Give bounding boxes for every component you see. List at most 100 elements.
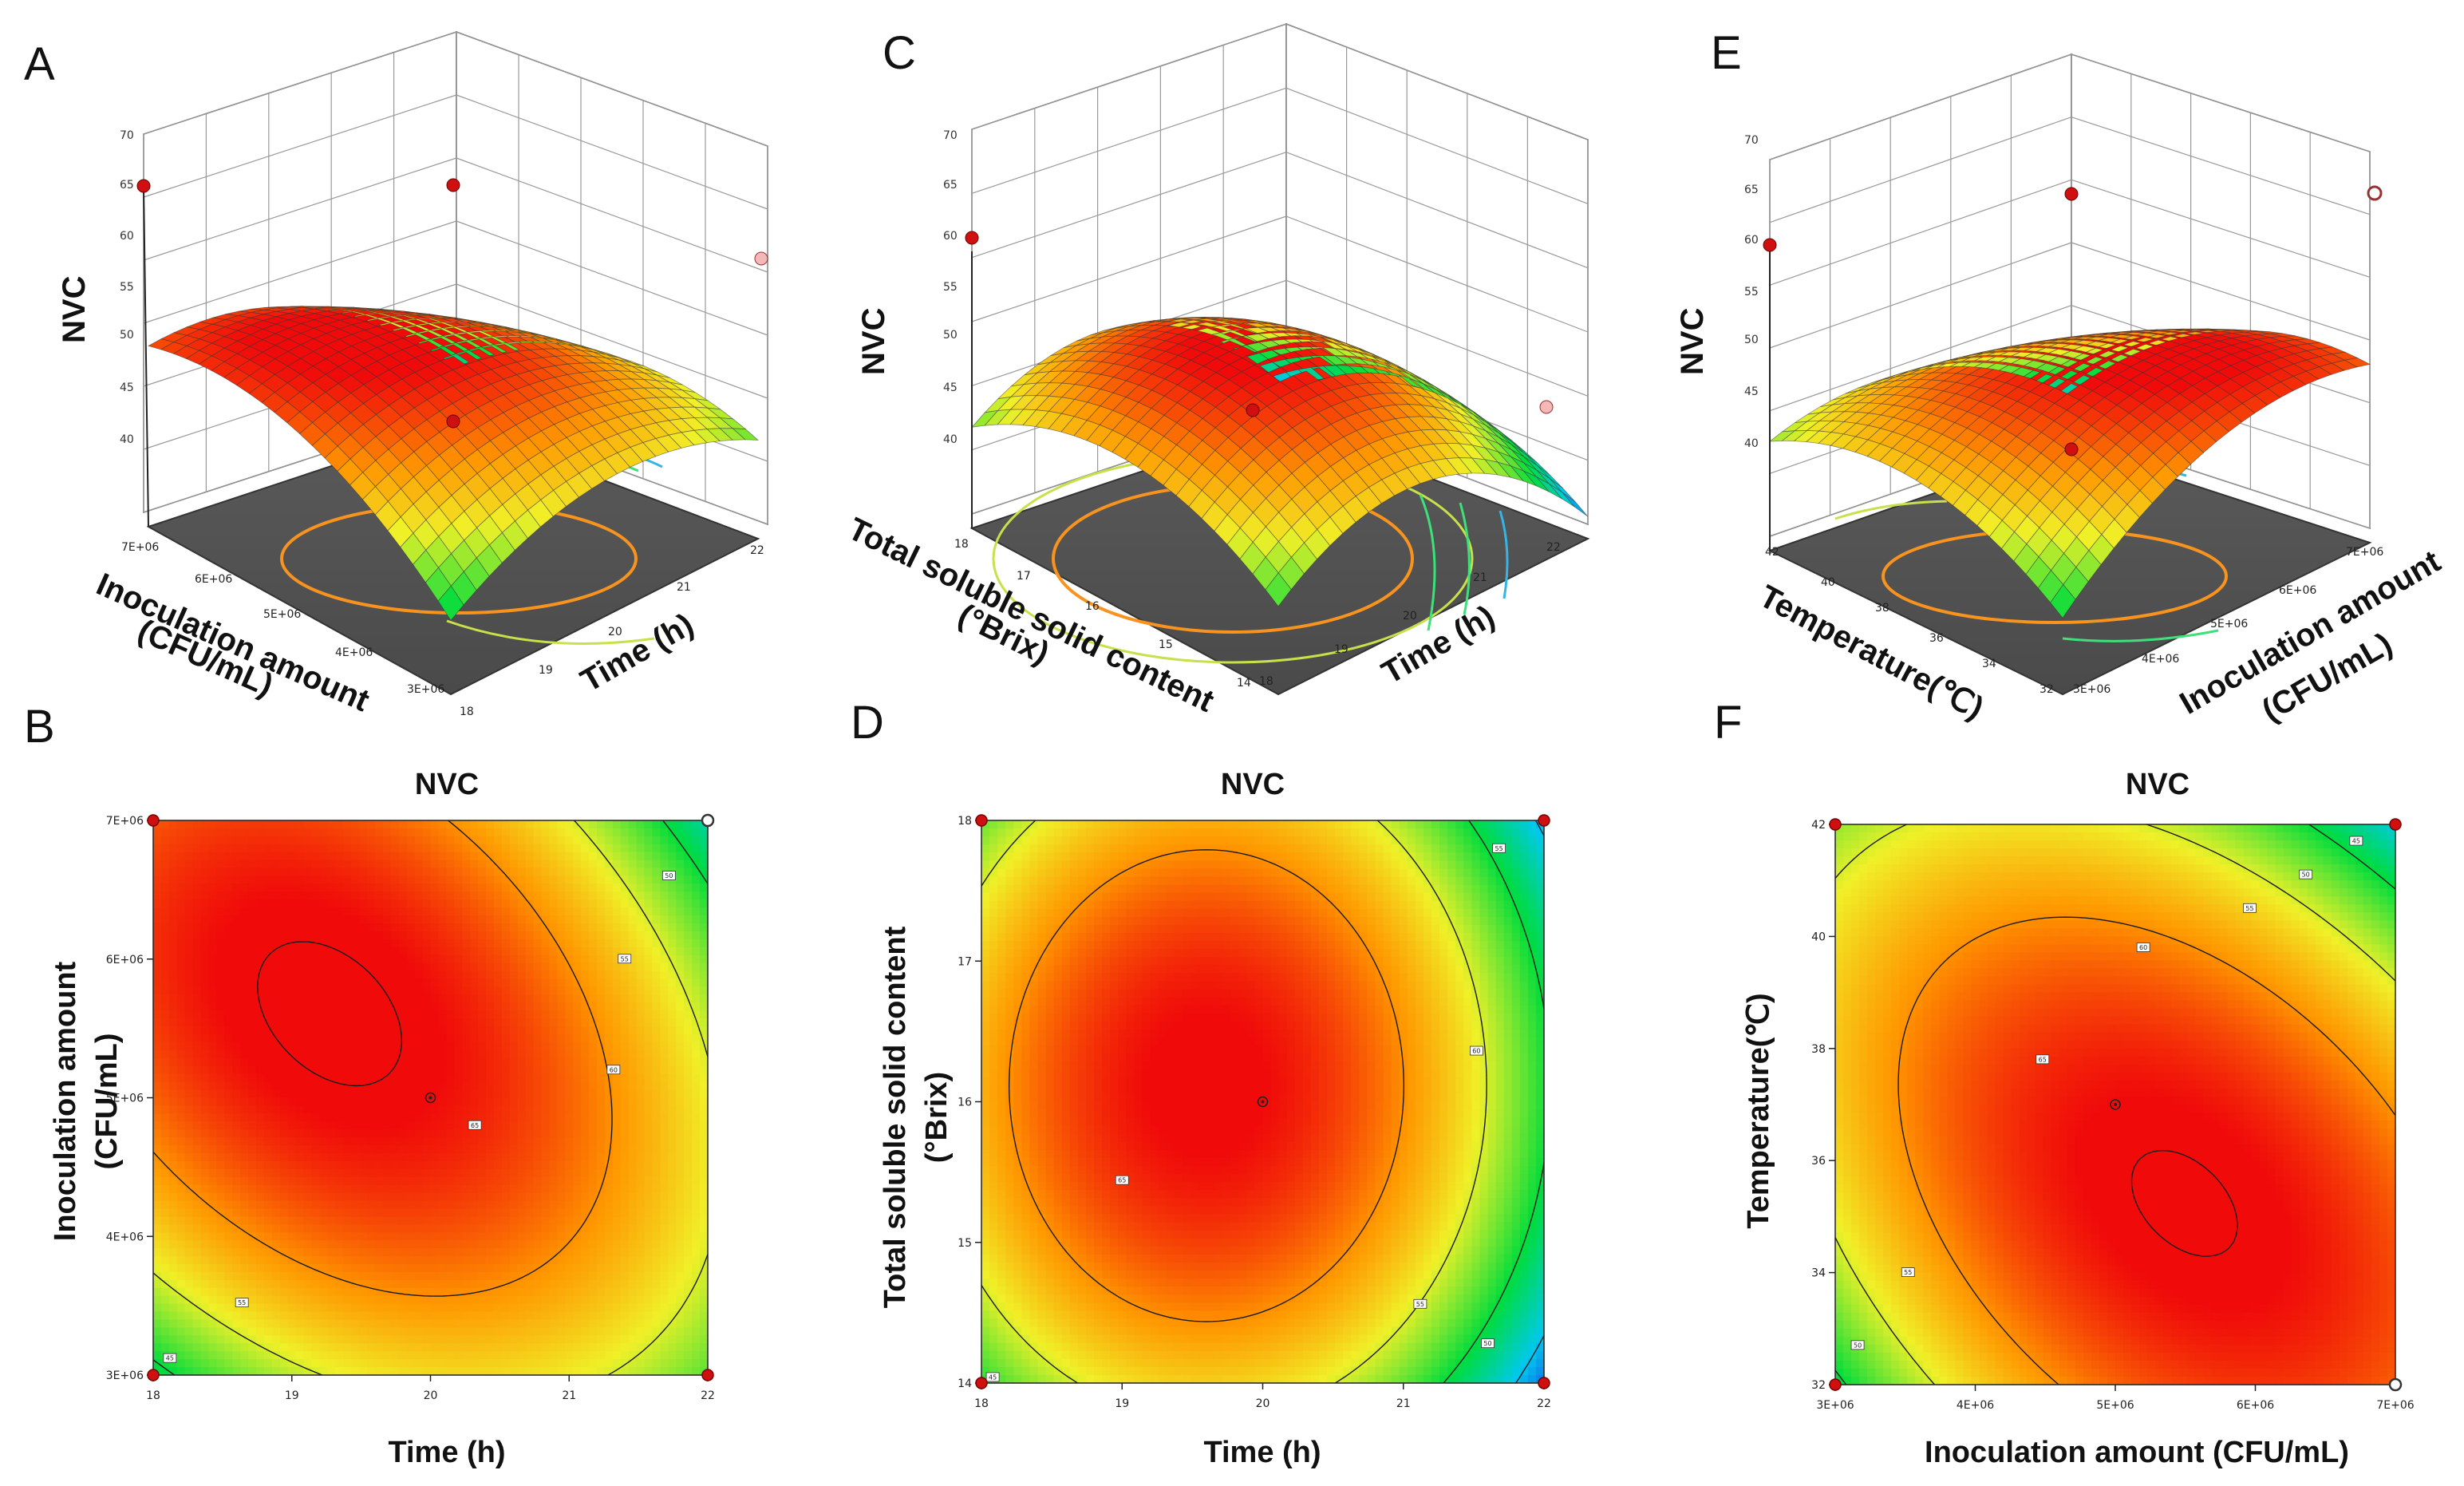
z-tick-label: 70 [943,129,958,142]
design-point [1829,1378,1842,1391]
contour-line [1897,916,2396,1385]
panel-label-A: A [24,38,55,90]
panel-label-C: C [883,27,916,79]
response-surface [970,317,1589,607]
y-axis-ticks: 14 15 16 17 18 [954,538,1251,690]
y-tick-label: 7E+06 [121,541,159,554]
design-point [1246,403,1260,417]
y-tick-label: 32 [1811,1379,1826,1392]
z-axis-ticks: 40 45 50 55 60 65 70 [1744,134,1759,450]
chart-title: NVC [415,768,479,801]
contour-label: 55 [618,954,632,964]
panel-c-surface-chart: 40 45 50 55 60 65 70 NVC 18 19 20 21 22 … [843,22,1590,719]
contour-label: 50 [661,871,676,880]
z-tick-label: 50 [943,329,958,342]
z-tick-label: 65 [943,179,958,192]
y-tick-label: 6E+06 [2279,584,2316,597]
z-tick-label: 60 [1744,234,1759,247]
y-tick-label: 36 [1811,1155,1826,1168]
z-axis-ticks: 40 45 50 55 60 65 70 [120,129,134,446]
contour-label: 50 [2299,869,2313,879]
y-tick-label: 15 [958,1237,972,1250]
design-point [754,251,768,266]
contour-label: 50 [1850,1340,1865,1350]
x-tick-label: 22 [1546,541,1561,554]
x-tick-label: 21 [1396,1397,1411,1410]
center-point [2110,1099,2121,1110]
x-tick-label: 7E+06 [2376,1399,2414,1412]
design-point [965,231,979,245]
contour-label: 45 [163,1353,177,1363]
axes: 18 19 20 21 22 3E+06 4E+06 5E+06 6E+06 7E+06 [106,813,715,1402]
z-tick-label: 45 [1744,385,1759,398]
y-tick-label: 17 [1017,570,1031,583]
y-tick-label: 18 [958,815,972,828]
z-tick-label: 70 [1744,134,1759,147]
design-point [446,414,460,429]
y-axis-ticks: 3E+06 4E+06 5E+06 6E+06 7E+06 [121,541,444,696]
design-point [1539,400,1554,414]
y-tick-label: 17 [958,955,972,968]
contour-label: 55 [1901,1267,1915,1277]
contour-label: 50 [1481,1338,1495,1349]
contour-plot-area: 45 65 60 55 50 55 [981,820,1545,1384]
y-tick-label: 7E+06 [2346,546,2383,559]
design-point [701,1369,714,1381]
z-tick-label: 70 [120,129,134,142]
x-tick-label: 34 [1982,658,1996,670]
x-tick-label: 22 [1537,1397,1551,1410]
design-point [136,179,151,193]
z-tick-label: 55 [120,281,134,294]
center-point-dot [2114,1103,2117,1106]
y-tick-label: 3E+06 [407,683,444,696]
contour-line [1009,849,1404,1322]
x-tick-label: 18 [146,1389,160,1402]
y-tick-label: 5E+06 [263,608,301,621]
axes: 18 19 20 21 22 14 15 16 17 18 [958,814,1551,1410]
contour-label: 65 [468,1120,482,1130]
y-axis-label-line1: Inoculation amount [49,961,82,1241]
z-tick-label: 50 [120,329,134,342]
center-point-dot [1261,1100,1265,1104]
y-tick-label: 18 [954,538,969,551]
contour-line [981,820,1487,1384]
y-tick-label: 3E+06 [106,1369,144,1382]
x-tick-label: 5E+06 [2096,1399,2134,1412]
x-tick-label: 3E+06 [1816,1399,1854,1412]
panel-label-D: D [851,697,884,749]
x-tick-label: 22 [701,1389,715,1402]
contour-line [152,820,709,1376]
x-axis-ticks: 42 40 38 36 34 32 [1765,546,2054,696]
x-tick-label: 21 [562,1389,576,1402]
contour-label: 55 [235,1298,249,1308]
contour-label: 60 [2136,943,2150,952]
x-tick-label: 40 [1821,576,1835,589]
design-point [701,813,715,828]
contour-plot-area: 50 55 65 60 55 50 45 [1834,824,2396,1385]
z-axis-label: NVC [57,276,92,343]
x-tick-label: 19 [539,664,553,677]
y-tick-label: 14 [958,1377,972,1390]
x-tick-label: 19 [1334,643,1348,656]
z-axis-ticks: 40 45 50 55 60 65 70 [943,129,958,446]
y-tick-label: 6E+06 [106,954,144,966]
panel-label-B: B [24,701,55,753]
y-axis-label: Temperature(℃) [1742,993,1775,1228]
x-tick-label: 20 [608,626,622,638]
contour-label: 55 [1413,1298,1427,1309]
center-point-dot [428,1096,432,1100]
contour-label: 60 [1470,1045,1483,1056]
y-tick-label: 4E+06 [2142,653,2179,666]
x-axis-ticks: 18 19 20 21 22 [1259,541,1561,688]
x-tick-label: 20 [1256,1397,1270,1410]
chart-title: NVC [2126,768,2190,801]
contour-plot-area: 45 55 65 60 55 50 [152,820,709,1376]
x-tick-label: 42 [1765,546,1779,559]
x-tick-label: 38 [1875,602,1889,615]
y-tick-label: 15 [1159,638,1173,651]
contour-line [152,820,709,1376]
z-tick-label: 65 [120,179,134,192]
design-point [147,1369,160,1381]
z-tick-label: 50 [1744,334,1759,346]
z-axis-label: NVC [1675,308,1710,375]
